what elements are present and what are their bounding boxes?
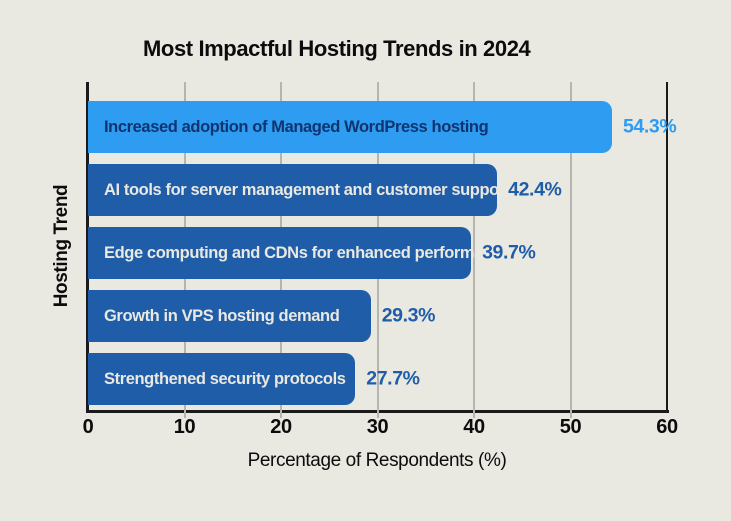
bar-category-label: AI tools for server management and custo… — [104, 180, 510, 199]
x-tick-label-60: 60 — [656, 416, 678, 438]
bar: Edge computing and CDNs for enhanced per… — [88, 227, 511, 279]
x-tick-label-40: 40 — [463, 416, 485, 438]
x-axis-title: Percentage of Respondents (%) — [247, 450, 507, 471]
bar: Strengthened security protocols — [88, 353, 356, 405]
y-axis-spine — [86, 82, 89, 412]
x-tick-label-10: 10 — [173, 416, 196, 438]
plot-area: Increased adoption of Managed WordPress … — [86, 82, 677, 418]
x-tick-label-30: 30 — [366, 416, 389, 438]
x-tick-mark-10 — [183, 410, 186, 418]
x-tick-mark-20 — [280, 410, 282, 418]
bar: Increased adoption of Managed WordPress … — [88, 101, 612, 153]
x-tick-mark-50 — [569, 410, 572, 418]
bar-value-label: 29.3% — [381, 304, 436, 327]
chart-title: Most Impactful Hosting Trends in 2024 — [143, 36, 531, 61]
x-tick-mark-40 — [473, 410, 475, 418]
bar-value-label: 39.7% — [482, 241, 536, 264]
y-axis-title: Hosting Trend — [51, 184, 72, 308]
bar: Growth in VPS hosting demand — [88, 290, 371, 342]
x-tick-mark-30 — [376, 410, 379, 418]
bar: AI tools for server management and custo… — [88, 164, 510, 216]
gridline-x-40 — [473, 82, 475, 410]
bar-value-label: 42.4% — [508, 178, 562, 201]
right-spine — [666, 82, 668, 412]
x-tick-label-50: 50 — [559, 416, 582, 438]
x-tick-label-20: 20 — [270, 416, 292, 438]
x-tick-label-0: 0 — [82, 416, 94, 438]
bar-category-label: Increased adoption of Managed WordPress … — [104, 117, 489, 136]
gridline-x-50 — [569, 82, 572, 410]
bar-category-label: Strengthened security protocols — [104, 369, 346, 388]
bar-value-label: 54.3% — [622, 115, 677, 138]
bar-value-label: 27.7% — [366, 367, 420, 390]
bar-category-label: Edge computing and CDNs for enhanced per… — [104, 243, 511, 262]
bar-category-label: Growth in VPS hosting demand — [104, 306, 340, 325]
